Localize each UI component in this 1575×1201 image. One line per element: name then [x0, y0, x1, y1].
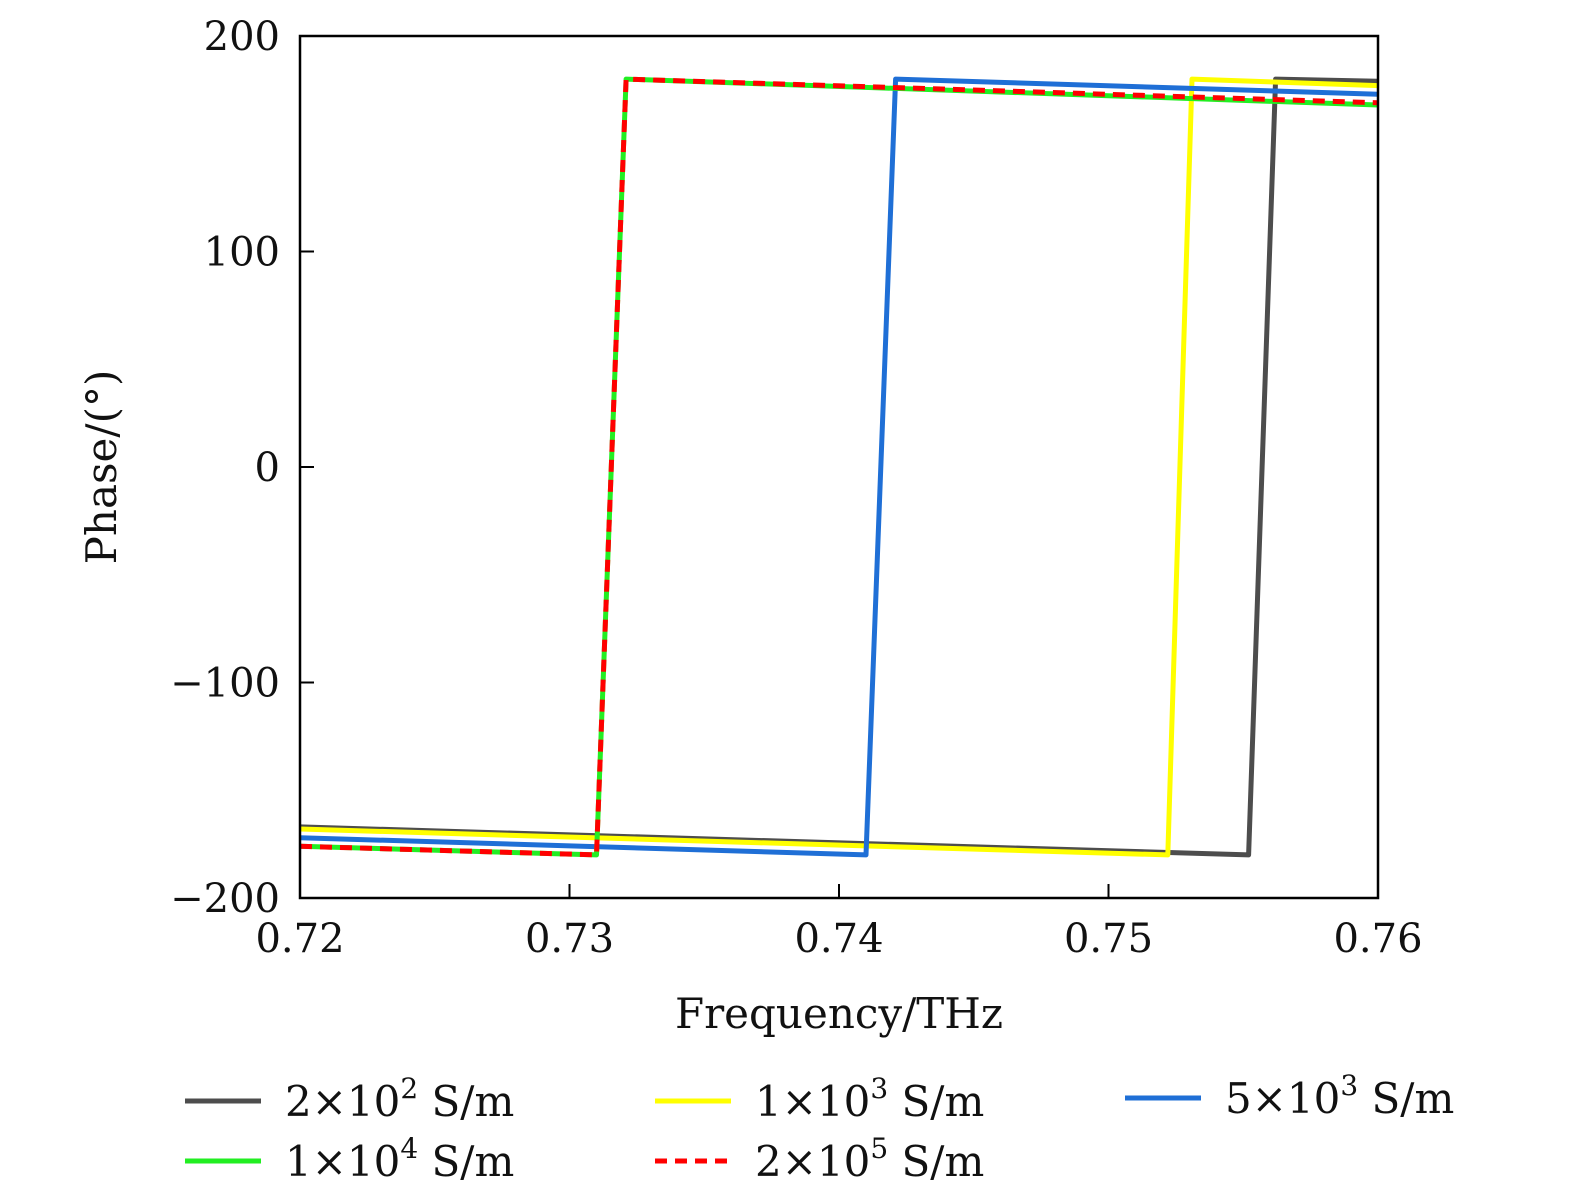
- y-tick-label: −100: [170, 661, 280, 707]
- series-line-2: [300, 76, 1378, 858]
- legend-label-exponent: 4: [400, 1132, 418, 1165]
- legend-label-exponent: 5: [870, 1132, 888, 1165]
- legend-label-base: 1×10: [755, 1077, 870, 1126]
- x-tick-label: 0.72: [255, 916, 344, 962]
- series-layer: [300, 76, 1378, 858]
- legend-label-base: 2×10: [755, 1137, 870, 1186]
- legend-label-2: 1×103 S/m: [755, 1072, 984, 1126]
- legend-label-unit: S/m: [888, 1077, 984, 1126]
- y-axis: 200 100 0 −100 −200: [170, 14, 314, 922]
- legend-label-4: 1×104 S/m: [285, 1132, 514, 1186]
- y-tick-label: 200: [204, 14, 280, 60]
- legend-label-3: 5×103 S/m: [1225, 1069, 1454, 1123]
- legend-label-unit: S/m: [1358, 1074, 1454, 1123]
- x-tick-label: 0.75: [1064, 916, 1153, 962]
- series-line-4: [300, 76, 1378, 858]
- y-tick-label: −200: [170, 876, 280, 922]
- legend-label-base: 5×10: [1225, 1074, 1340, 1123]
- series-line-3: [300, 76, 1378, 858]
- series-line-1: [300, 76, 1378, 858]
- y-axis-title: Phase/(°): [77, 370, 126, 565]
- legend-label-exponent: 3: [870, 1072, 888, 1105]
- legend-label-base: 2×10: [285, 1077, 400, 1126]
- x-tick-label: 0.76: [1333, 916, 1422, 962]
- legend: 2×102 S/m 1×103 S/m 5×103 S/m1×104 S/m 2×10…: [185, 1069, 1454, 1186]
- legend-label-unit: S/m: [418, 1137, 514, 1186]
- legend-label-unit: S/m: [888, 1137, 984, 1186]
- legend-label-1: 2×102 S/m: [285, 1072, 514, 1126]
- x-tick-label: 0.74: [794, 916, 883, 962]
- series-line-5: [300, 76, 1378, 858]
- legend-label-exponent: 2: [400, 1072, 418, 1105]
- legend-label-exponent: 3: [1340, 1069, 1358, 1102]
- y-tick-label: 0: [255, 445, 280, 491]
- plot-frame: [298, 34, 1380, 900]
- y-tick-label: 100: [204, 230, 280, 276]
- x-tick-label: 0.73: [525, 916, 614, 962]
- legend-label-unit: S/m: [418, 1077, 514, 1126]
- x-axis: 0.72 0.73 0.74 0.75 0.76: [255, 884, 1423, 962]
- x-axis-title: Frequency/THz: [675, 989, 1003, 1038]
- legend-label-5: 2×105 S/m: [755, 1132, 984, 1186]
- legend-label-base: 1×10: [285, 1137, 400, 1186]
